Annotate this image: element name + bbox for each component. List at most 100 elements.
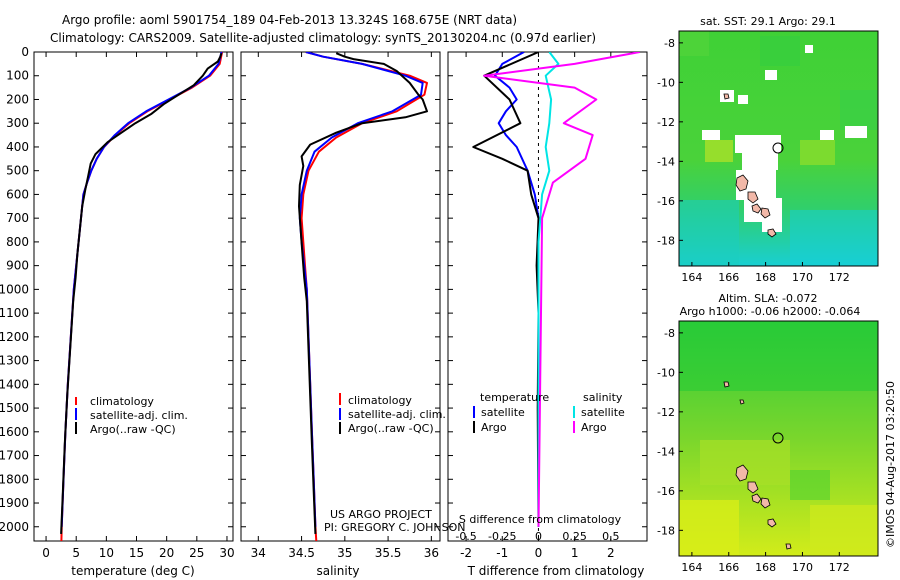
sst-patch [760, 36, 800, 66]
mask-cell [702, 130, 720, 140]
island [767, 518, 777, 528]
lon-tick-label: 170 [792, 561, 813, 574]
depth-tick-label: 400 [6, 140, 29, 154]
lat-tick-label: -18 [657, 234, 675, 247]
x-tick-label: 35.5 [375, 546, 402, 560]
legend-label-s-argo: Argo [581, 421, 607, 434]
argo-float-marker [772, 432, 784, 444]
sst-longitude-axis: 164 166 168 170 172 [681, 262, 850, 284]
legend-label-t-argo: Argo [481, 421, 507, 434]
x-tick-label: 34.5 [288, 546, 315, 560]
sst-map-title: sat. SST: 29.1 Argo: 29.1 [700, 15, 836, 28]
x-tick-label: 34 [251, 546, 266, 560]
x-tick-label: 10 [99, 546, 114, 560]
sla-longitude-axis: 164 166 168 170 172 [681, 552, 850, 574]
lon-tick-label: 168 [755, 271, 776, 284]
series-line-argo [60, 52, 223, 534]
depth-tick-label: 1300 [0, 354, 29, 368]
difference-plot-frame [447, 51, 648, 542]
legend-label-t-satellite: satellite [481, 406, 525, 419]
sst-warm-patch [705, 140, 733, 162]
sst-map: sat. SST: 29.1 Argo: 29.1 [657, 15, 879, 284]
island [735, 464, 749, 482]
legend-label-climatology: climatology [90, 395, 154, 408]
sst-islands [723, 93, 777, 238]
lon-tick-label: 172 [829, 271, 850, 284]
salinity-x-axis: 34 34.5 35 35.5 36 [251, 52, 439, 560]
mask-cell [845, 126, 867, 138]
depth-tick-label: 0 [21, 45, 29, 59]
island [760, 497, 771, 509]
x-tick-label: 36 [424, 546, 439, 560]
sst-latitude-axis: -8 -10 -12 -14 -16 -18 [657, 37, 683, 247]
depth-tick-label: 900 [6, 259, 29, 273]
temperature-legend: climatology satellite-adj. clim. Argo(..… [75, 395, 188, 436]
sst-patch [679, 31, 709, 56]
sst-cool-patch [790, 210, 878, 266]
sla-low-patch [679, 321, 878, 391]
lat-tick-label: -14 [657, 155, 675, 168]
salinity-legend: climatology satellite-adj. clim. Argo(..… [339, 393, 446, 435]
lon-tick-label: 168 [755, 561, 776, 574]
sla-map-frame [678, 320, 879, 557]
series-line-climatology [300, 52, 428, 541]
sla-islands [723, 381, 792, 550]
sla-high-patch [679, 500, 739, 556]
depth-tick-label: 600 [6, 187, 29, 201]
legend-label-argo: Argo(..raw -QC) [90, 423, 176, 436]
lat-tick-label: -10 [657, 366, 675, 379]
salinity-difference-axis: -0.5-0.2500.250.5 [455, 530, 619, 543]
depth-tick-label: 1700 [0, 449, 29, 463]
island [751, 493, 762, 504]
lon-tick-label: 166 [718, 271, 739, 284]
x-tick-label: -2 [460, 546, 472, 560]
sla-latitude-axis: -8 -10 -12 -14 -16 -18 [657, 327, 683, 537]
series-line-climatology [60, 52, 224, 541]
island [747, 481, 759, 494]
island [760, 207, 771, 219]
temperature-series [60, 52, 224, 541]
mask-cell [742, 150, 778, 170]
island [751, 203, 762, 214]
depth-tick-label: 1900 [0, 496, 29, 510]
legend-label-s-satellite: satellite [581, 406, 625, 419]
difference-depth-ticks [448, 51, 647, 528]
depth-tick-label: 700 [6, 211, 29, 225]
salinity-series [298, 52, 428, 541]
lat-tick-label: -8 [664, 327, 675, 340]
imos-timestamp: ©IMOS 04-Aug-2017 03:20:50 [884, 381, 897, 548]
depth-tick-label: 2000 [0, 520, 29, 534]
difference-series [472, 52, 640, 541]
series-line-argo [298, 52, 428, 534]
depth-tick-label: 1500 [0, 401, 29, 415]
legend-title-salinity: salinity [583, 391, 623, 404]
lon-tick-label: 164 [681, 561, 702, 574]
depth-tick-label: 800 [6, 235, 29, 249]
depth-tick-label: 1800 [0, 472, 29, 486]
lat-tick-label: -12 [657, 116, 675, 129]
island [735, 174, 749, 192]
lon-tick-label: 172 [829, 561, 850, 574]
salinity-plot-frame [240, 51, 441, 542]
series-line-temperature-satellite [494, 52, 540, 527]
mask-cell [820, 130, 834, 140]
x-tick-label: 20 [159, 546, 174, 560]
project-credit: US ARGO PROJECT [330, 508, 432, 521]
lat-tick-label: -8 [664, 37, 675, 50]
temperature-x-axis: 0 5 10 15 20 25 30 [42, 52, 235, 560]
lat-tick-label: -14 [657, 445, 675, 458]
depth-tick-label: 1400 [0, 377, 29, 391]
sst-cool-patch [679, 200, 739, 266]
island [723, 381, 730, 388]
s-diff-tick-label: 0.25 [562, 530, 587, 543]
sst-warm-patch [800, 140, 835, 165]
title-line-2: Climatology: CARS2009. Satellite-adjuste… [50, 31, 596, 45]
sla-map: Altim. SLA: -0.072 Argo h1000: -0.06 h20… [657, 292, 879, 574]
salinity-depth-ticks [241, 51, 440, 528]
x-tick-label: 35 [337, 546, 352, 560]
legend-label-argo: Argo(..raw -QC) [348, 422, 434, 435]
s-difference-x-label: S difference from climatology [459, 513, 622, 526]
sla-patch [790, 470, 830, 500]
sla-map-subtitle: Argo h1000: -0.06 h2000: -0.064 [680, 305, 861, 318]
